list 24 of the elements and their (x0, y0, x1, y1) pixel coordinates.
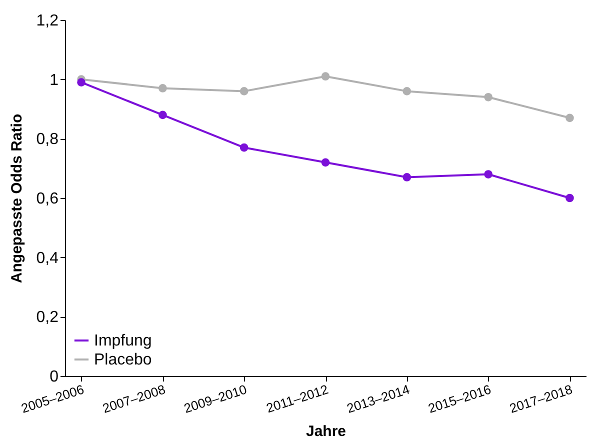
x-axis-title: Jahre (306, 422, 346, 440)
point (321, 72, 330, 81)
point (321, 158, 330, 167)
y-axis-title: Angepasste Odds Ratio (8, 114, 26, 284)
legend-label: Placebo (94, 352, 152, 368)
point (240, 87, 248, 96)
point (77, 78, 86, 86)
y-tick-label: 0,8 (36, 131, 59, 148)
y-tick-label: 0,6 (36, 190, 59, 208)
y-tick-label: 0 (50, 368, 59, 386)
point (158, 84, 167, 92)
y-tick-label: 1 (50, 72, 59, 89)
point (484, 92, 492, 102)
point (402, 87, 412, 96)
point (484, 170, 492, 178)
point (240, 143, 248, 152)
y-tick-label: 0,2 (36, 309, 59, 326)
legend-label: Impfung (94, 332, 152, 350)
y-tick-label: 0,4 (36, 250, 59, 267)
point (566, 114, 574, 122)
point (158, 110, 167, 120)
point (566, 194, 574, 202)
y-tick-label: 1,2 (36, 12, 59, 30)
point (402, 173, 412, 182)
